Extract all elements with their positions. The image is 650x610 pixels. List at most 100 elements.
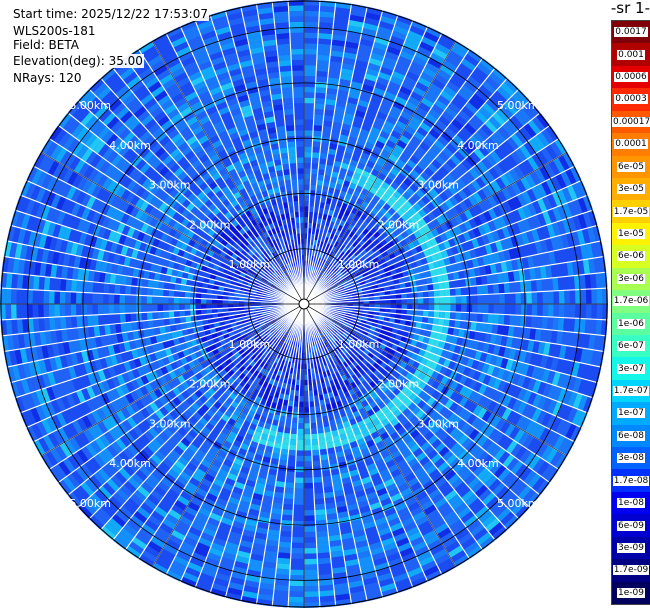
ppi-cell	[200, 304, 207, 310]
ppi-cell	[379, 15, 397, 26]
ppi-cell	[43, 304, 50, 318]
ppi-cell	[313, 125, 323, 132]
ppi-cell	[552, 191, 563, 207]
ppi-cell	[541, 278, 548, 292]
ppi-cell	[464, 250, 472, 261]
ppi-cell	[307, 233, 312, 240]
ppi-cell	[283, 498, 294, 505]
ppi-cell	[416, 174, 427, 185]
ppi-cell	[289, 569, 304, 576]
ppi-cell	[315, 76, 328, 83]
ppi-cell	[434, 42, 451, 55]
ppi-cell	[424, 270, 432, 278]
ppi-cell	[548, 160, 561, 176]
ppi-cell	[437, 242, 446, 252]
ppi-cell	[467, 118, 481, 132]
ppi-cell	[316, 541, 330, 548]
ppi-cell	[141, 304, 147, 313]
ppi-cell	[534, 240, 543, 255]
ppi-cell	[351, 226, 359, 234]
ppi-cell	[357, 180, 366, 188]
ppi-cell	[506, 136, 520, 151]
ppi-cell	[86, 304, 93, 316]
ppi-cell	[426, 276, 433, 285]
ppi-cell	[507, 198, 518, 212]
ppi-cell	[457, 109, 472, 123]
ppi-cell	[298, 412, 304, 418]
ppi-cell	[315, 268, 320, 275]
ppi-cell	[507, 211, 517, 225]
ppi-cell	[331, 127, 342, 135]
ppi-cell	[318, 163, 327, 170]
ppi-cell	[304, 548, 318, 554]
ppi-cell	[522, 159, 535, 174]
ppi-cell	[92, 314, 99, 327]
ppi-cell	[501, 187, 512, 201]
ppi-cell	[361, 123, 373, 132]
ppi-cell	[314, 98, 326, 105]
ppi-cell	[549, 141, 563, 158]
ppi-cell	[296, 444, 304, 451]
ppi-cell	[486, 182, 497, 196]
ppi-cell	[304, 455, 313, 462]
ppi-cell	[460, 312, 467, 321]
ppi-cell	[567, 200, 578, 217]
ppi-cell	[385, 139, 397, 149]
ppi-cell	[513, 111, 528, 127]
ppi-cell	[356, 262, 364, 269]
ppi-cell	[345, 235, 352, 243]
ppi-cell	[460, 126, 473, 139]
ppi-cell	[433, 310, 440, 319]
ppi-cell	[293, 493, 304, 500]
ppi-cell	[536, 112, 550, 129]
ppi-cell	[330, 50, 344, 58]
ppi-cell	[488, 304, 494, 314]
ppi-cell	[332, 121, 343, 129]
ppi-cell	[317, 282, 323, 288]
ppi-cell	[442, 146, 454, 159]
ppi-cell	[448, 319, 456, 328]
ppi-cell	[341, 157, 351, 165]
ppi-cell	[291, 542, 304, 549]
ppi-cell	[531, 153, 544, 169]
ppi-cell	[552, 317, 559, 331]
ppi-cell	[360, 249, 368, 257]
ppi-cell	[340, 128, 351, 137]
ppi-cell	[310, 433, 319, 440]
ppi-cell	[451, 181, 463, 193]
ppi-cell	[498, 143, 511, 158]
ppi-cell	[515, 292, 522, 304]
ppi-cell	[309, 190, 316, 196]
ppi-cell	[315, 81, 328, 88]
ppi-cell	[309, 195, 316, 202]
ppi-cell	[65, 291, 71, 304]
ppi-cell	[293, 504, 304, 511]
ppi-cell	[289, 580, 304, 587]
ppi-cell	[304, 146, 313, 153]
ppi-cell	[342, 269, 348, 276]
ppi-cell	[473, 66, 489, 81]
ppi-cell	[461, 304, 467, 313]
ppi-cell	[304, 434, 312, 440]
ppi-cell	[345, 242, 352, 250]
ppi-cell	[481, 80, 497, 95]
ppi-cell	[514, 147, 528, 163]
ppi-cell	[401, 80, 415, 92]
ppi-cell	[342, 281, 349, 287]
ppi-cell	[388, 153, 399, 163]
ppi-cell	[536, 226, 546, 241]
ppi-cell	[341, 123, 352, 131]
ppi-cell	[319, 258, 324, 265]
ppi-cell	[397, 55, 413, 66]
ppi-cell	[472, 304, 478, 314]
ppi-cell	[130, 304, 136, 314]
ppi-cell	[304, 596, 320, 603]
ppi-cell	[366, 107, 378, 117]
ppi-cell	[520, 315, 527, 328]
ppi-cell	[92, 304, 98, 316]
ppi-cell	[338, 286, 345, 291]
ppi-cell	[292, 515, 304, 522]
ppi-cell	[290, 428, 298, 435]
ppi-cell	[279, 536, 292, 543]
ppi-cell	[460, 58, 477, 72]
